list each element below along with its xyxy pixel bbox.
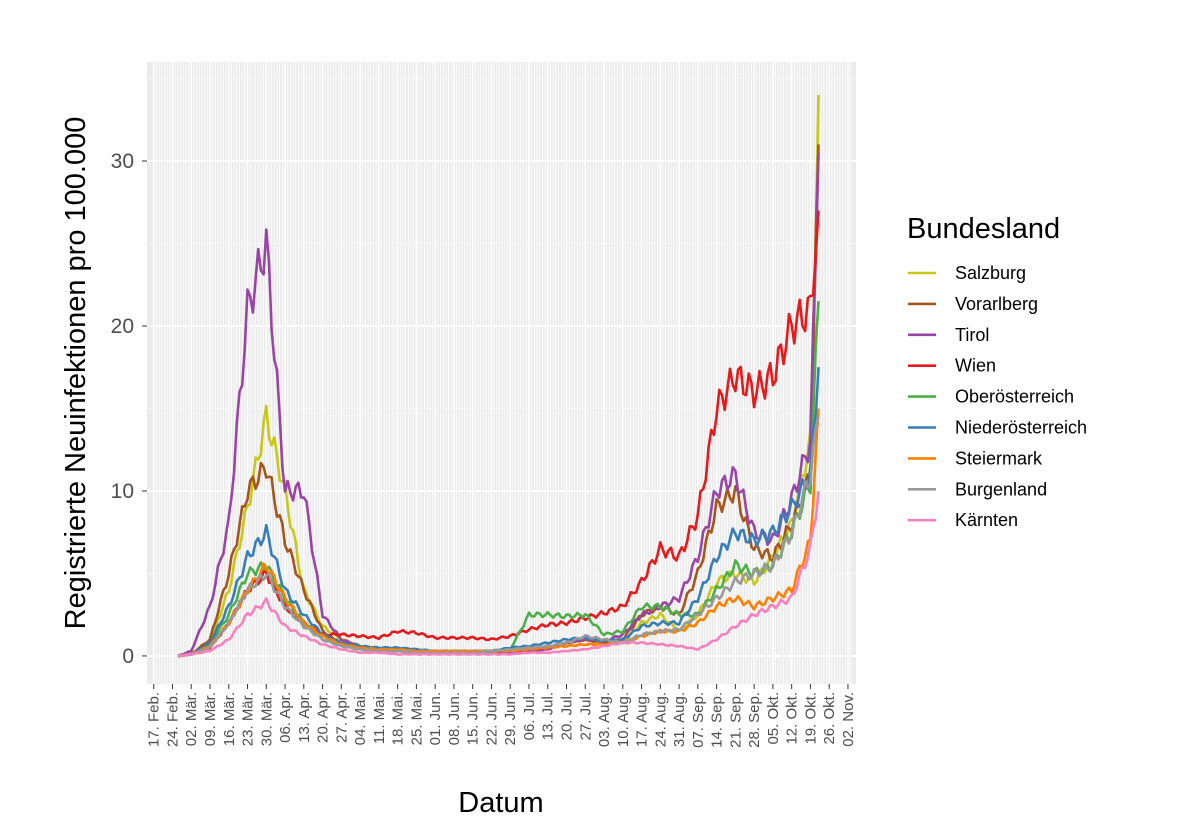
x-tick-label: 09. Mär.	[202, 692, 219, 746]
x-tick-label: 27. Jul.	[577, 692, 594, 740]
x-tick-label: 31. Aug.	[671, 692, 688, 747]
x-tick-label: 06. Jul.	[521, 692, 538, 740]
x-tick-label: 29. Jun.	[502, 692, 519, 745]
x-tick-label: 25. Mai.	[408, 692, 425, 745]
x-tick-label: 02. Nov.	[840, 692, 857, 747]
x-tick-label: 19. Okt.	[802, 692, 819, 745]
legend-label: Steiermark	[955, 448, 1043, 468]
series-line-kärnten	[177, 490, 820, 658]
x-axis-ticks: 17. Feb. 24. Feb. 02. Mär. 09. Mär. 16. Mär.…	[146, 684, 857, 748]
x-tick-label: 06. Apr.	[277, 692, 294, 743]
x-tick-label: 23. Mär.	[240, 692, 257, 746]
x-tick-label: 21. Sep.	[727, 692, 744, 748]
x-tick-label: 18. Mai.	[390, 692, 407, 745]
series-line-wien	[177, 210, 820, 658]
x-tick-label: 28. Sep.	[746, 692, 763, 748]
x-tick-label: 04. Mai.	[352, 692, 369, 745]
series-line-tirol	[177, 152, 820, 657]
x-tick-label: 15. Jun.	[465, 692, 482, 745]
legend-label: Burgenland	[955, 479, 1047, 499]
x-tick-label: 14. Sep.	[709, 692, 726, 748]
y-tick-label: 10	[111, 480, 134, 503]
x-tick-label: 11. Mai.	[371, 692, 388, 744]
legend-label: Kärnten	[955, 510, 1018, 530]
x-tick-label: 08. Jun.	[446, 692, 463, 745]
x-tick-label: 03. Aug.	[596, 692, 613, 747]
x-tick-label: 24. Feb.	[164, 692, 181, 747]
x-tick-label: 20. Apr.	[315, 692, 332, 743]
x-tick-label: 02. Mär.	[183, 692, 200, 746]
x-tick-label: 01. Jun.	[427, 692, 444, 745]
x-tick-label: 17. Aug.	[634, 692, 651, 747]
y-axis-ticks: 0 10 20 30	[111, 150, 147, 668]
y-tick-label: 20	[111, 315, 134, 338]
legend-label: Oberösterreich	[955, 387, 1074, 407]
legend-label: Niederösterreich	[955, 418, 1087, 438]
legend: Bundesland Salzburg Vorarlberg Tirol Wien Ob…	[907, 213, 1087, 530]
y-axis-title: Registrierte Neuinfektionen pro 100.000	[60, 117, 92, 630]
x-tick-label: 05. Okt.	[765, 692, 782, 745]
x-tick-label: 27. Apr.	[333, 692, 350, 743]
x-tick-label: 22. Jun.	[483, 692, 500, 745]
x-tick-label: 17. Feb.	[146, 692, 163, 747]
x-tick-label: 13. Jul.	[540, 692, 557, 740]
x-tick-label: 24. Aug.	[652, 692, 669, 747]
legend-label: Wien	[955, 356, 996, 376]
x-axis-title: Datum	[458, 787, 543, 819]
x-tick-label: 13. Apr.	[296, 692, 313, 743]
x-tick-label: 07. Sep.	[690, 692, 707, 748]
x-tick-label: 16. Mär.	[221, 692, 238, 746]
legend-label: Salzburg	[955, 263, 1026, 283]
y-tick-label: 30	[111, 150, 134, 173]
series-layer	[177, 94, 820, 658]
legend-title: Bundesland	[907, 213, 1060, 245]
x-tick-label: 10. Aug.	[615, 692, 632, 747]
x-tick-label: 30. Mär.	[258, 692, 275, 746]
legend-label: Tirol	[955, 325, 989, 345]
x-tick-label: 20. Jul.	[559, 692, 576, 740]
x-tick-label: 26. Okt.	[821, 692, 838, 745]
y-tick-label: 0	[122, 645, 134, 668]
series-line-burgenland	[177, 416, 820, 658]
legend-label: Vorarlberg	[955, 294, 1038, 314]
x-tick-label: 12. Okt.	[784, 692, 801, 745]
